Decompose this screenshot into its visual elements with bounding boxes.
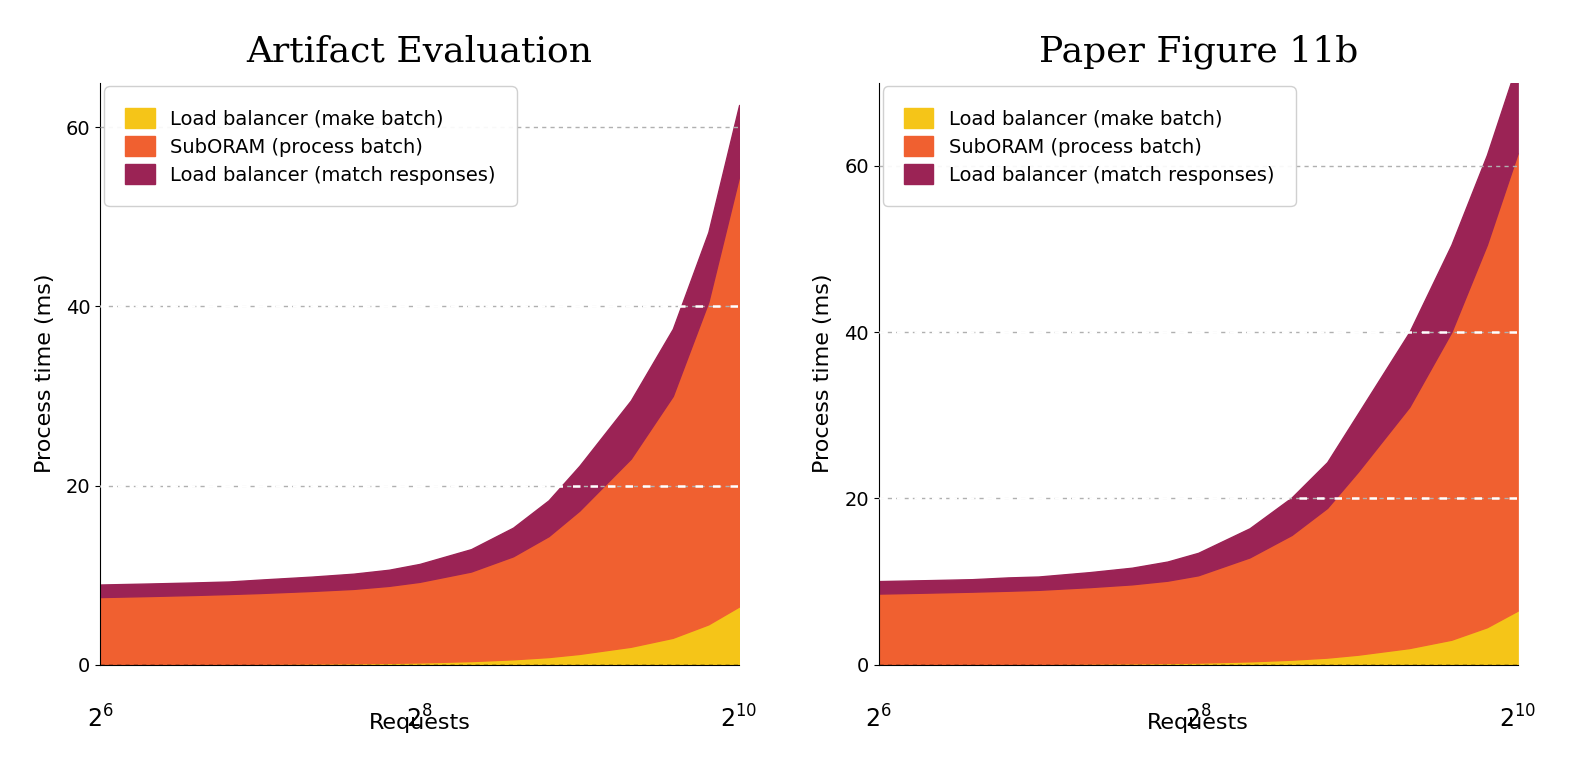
Legend: Load balancer (make batch), SubORAM (process batch), Load balancer (match respon: Load balancer (make batch), SubORAM (pro… — [889, 92, 1290, 200]
Y-axis label: Process time (ms): Process time (ms) — [35, 274, 55, 473]
Text: $2^6$: $2^6$ — [86, 706, 113, 733]
Text: $2^{10}$: $2^{10}$ — [1499, 706, 1536, 733]
X-axis label: Requests: Requests — [1147, 713, 1249, 733]
Title: Artifact Evaluation: Artifact Evaluation — [247, 35, 592, 68]
X-axis label: Requests: Requests — [369, 713, 471, 733]
Legend: Load balancer (make batch), SubORAM (process batch), Load balancer (match respon: Load balancer (make batch), SubORAM (pro… — [110, 92, 511, 200]
Text: $2^8$: $2^8$ — [407, 706, 434, 733]
Text: $2^6$: $2^6$ — [866, 706, 892, 733]
Text: $2^8$: $2^8$ — [1185, 706, 1211, 733]
Title: Paper Figure 11b: Paper Figure 11b — [1038, 35, 1357, 69]
Text: $2^{10}$: $2^{10}$ — [721, 706, 757, 733]
Y-axis label: Process time (ms): Process time (ms) — [814, 274, 833, 473]
